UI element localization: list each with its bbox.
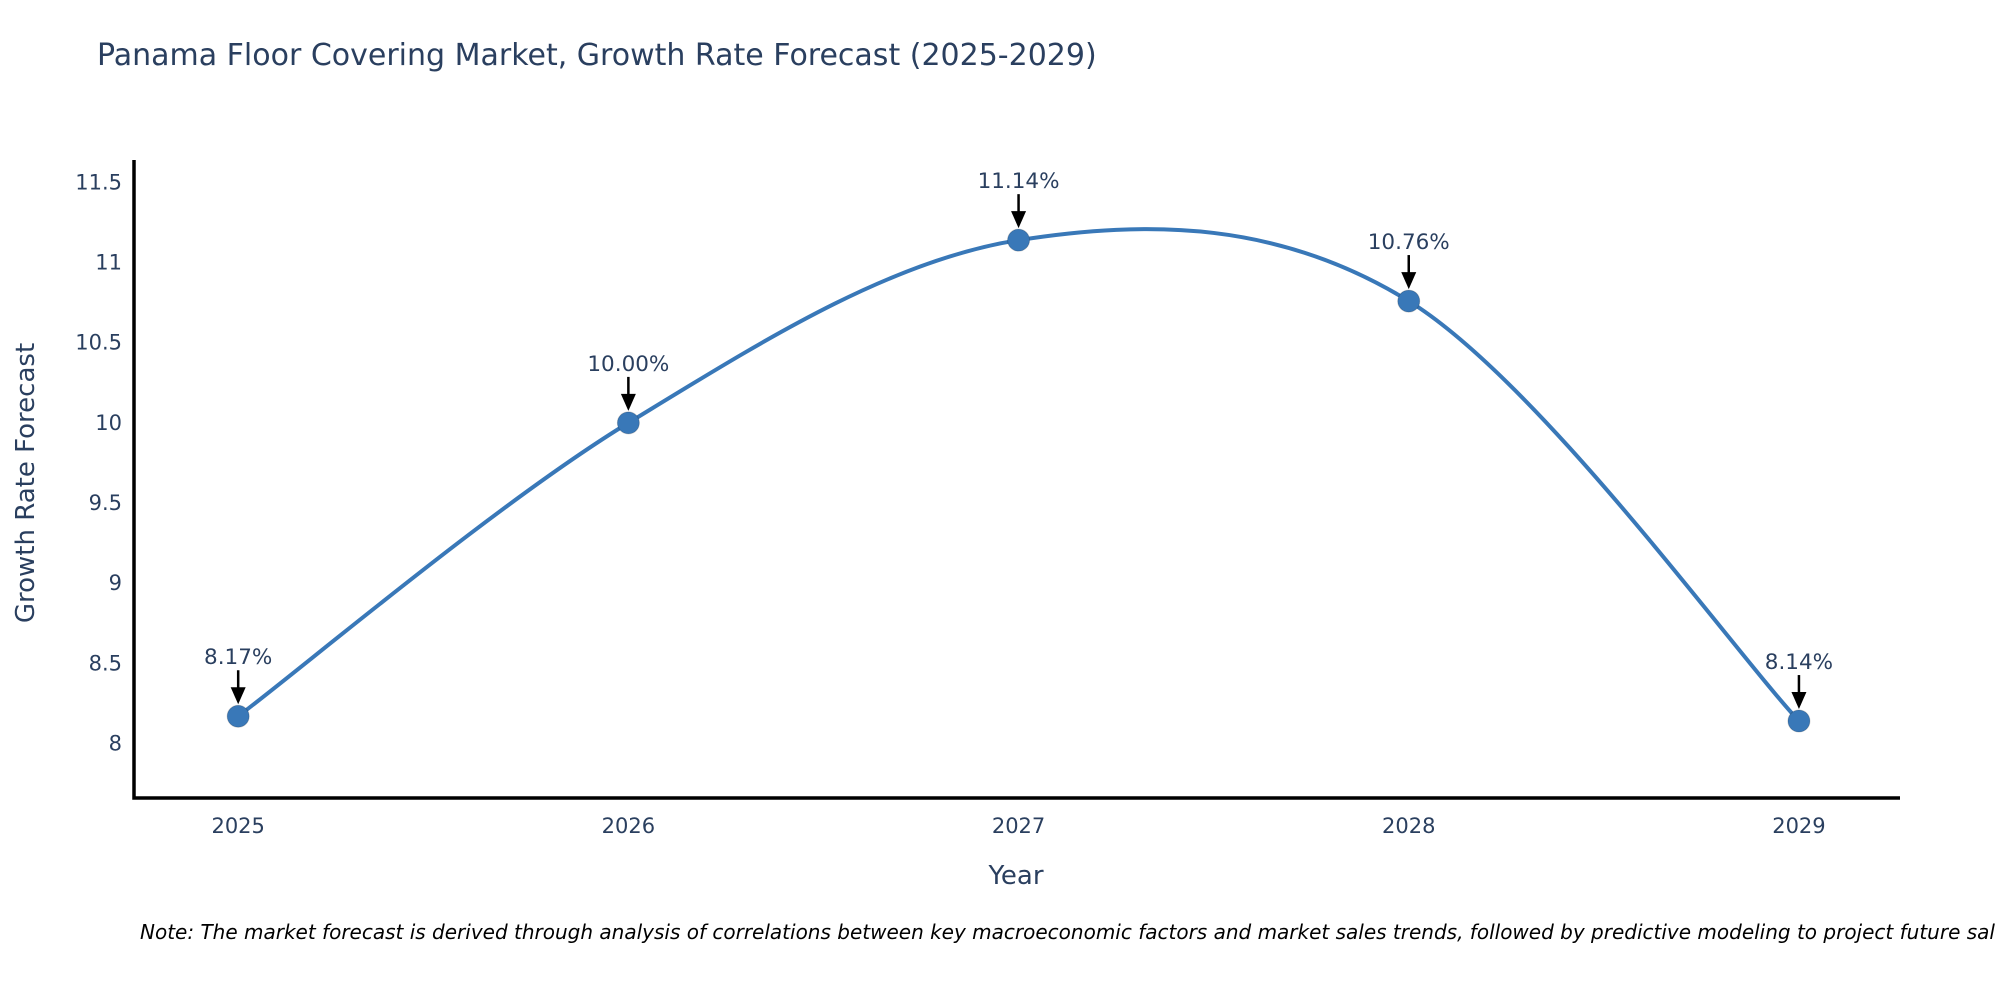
point-value-label: 8.14% [1765, 650, 1833, 675]
y-tick-label: 9.5 [89, 491, 122, 515]
data-point[interactable] [1007, 228, 1031, 252]
data-point[interactable] [616, 411, 640, 435]
y-tick-label: 10.5 [75, 331, 122, 355]
axis-lines [132, 160, 1900, 800]
x-tick-label: 2026 [602, 814, 655, 838]
y-tick-label: 8.5 [89, 651, 122, 675]
chart-title: Panama Floor Covering Market, Growth Rat… [97, 38, 1097, 73]
y-tick-label: 10 [95, 411, 122, 435]
footnote: Note: The market forecast is derived thr… [140, 920, 1995, 944]
x-tick-label: 2025 [211, 814, 264, 838]
point-value-label: 8.17% [204, 645, 272, 670]
annotation-arrow-head [620, 393, 636, 411]
y-tick-label: 8 [109, 731, 122, 755]
point-value-label: 10.00% [587, 352, 669, 377]
y-tick-label: 11 [95, 251, 122, 275]
y-tick-label: 9 [109, 571, 122, 595]
forecast-line [236, 227, 1801, 724]
y-tick-label: 11.5 [75, 170, 122, 194]
x-tick-label: 2027 [992, 814, 1045, 838]
point-value-label: 11.14% [978, 169, 1060, 194]
data-point[interactable] [1397, 289, 1421, 313]
annotation-arrow-head [1011, 211, 1027, 229]
annotation-arrow-head [1401, 272, 1417, 290]
point-value-label: 10.76% [1368, 230, 1450, 255]
annotation-arrow-head [230, 687, 246, 705]
x-axis-title: Year [988, 861, 1044, 891]
x-tick-label: 2029 [1772, 814, 1825, 838]
data-point[interactable] [226, 704, 250, 728]
annotation-arrow-head [1791, 692, 1807, 710]
data-point[interactable] [1787, 709, 1811, 733]
x-tick-label: 2028 [1382, 814, 1435, 838]
